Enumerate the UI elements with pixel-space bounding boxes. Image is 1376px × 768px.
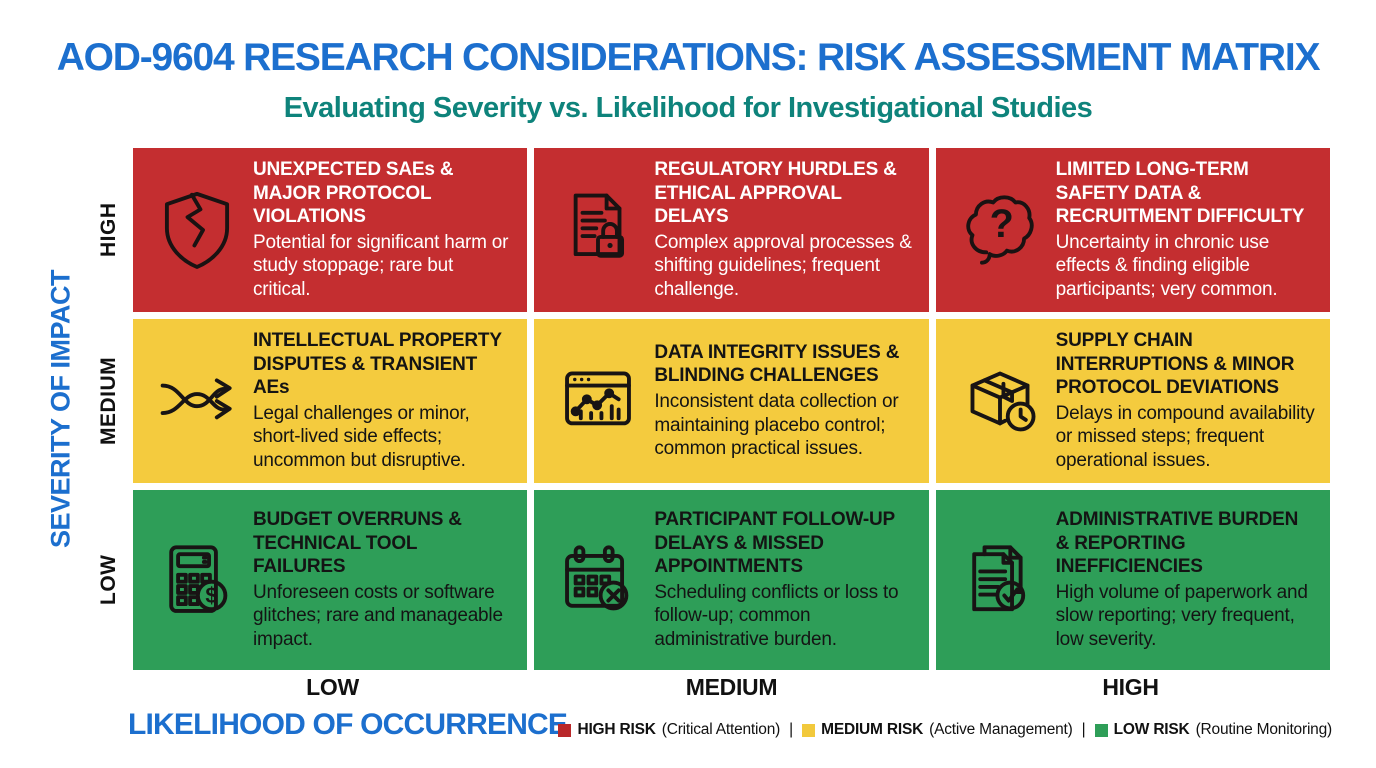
- x-tick-high: HIGH: [1102, 674, 1159, 700]
- x-axis-label: LIKELIHOOD OF OCCURRENCE: [128, 708, 568, 741]
- chart-window-icon: [542, 358, 654, 444]
- legend-item-medium: MEDIUM RISK (Active Management): [802, 721, 1073, 739]
- cell-description: Complex approval processes & shifting gu…: [654, 231, 912, 301]
- y-tick-high: HIGH: [97, 202, 120, 258]
- x-tick-medium: MEDIUM: [685, 674, 778, 700]
- cell-title: LIMITED LONG-TERM SAFETY DATA & RECRUITM…: [1055, 159, 1305, 227]
- cell-description: Potential for significant harm or study …: [253, 231, 509, 301]
- legend-detail: (Routine Monitoring): [1195, 721, 1333, 738]
- shuffle-arrows-icon: [141, 358, 253, 444]
- high-risk-swatch-icon: [558, 723, 572, 737]
- cell-description: High volume of paperwork and slow report…: [1055, 581, 1308, 651]
- legend-separator: |: [789, 721, 794, 738]
- calendar-x-icon: [542, 537, 654, 623]
- cell-description: Legal challenges or minor, short-lived s…: [253, 402, 470, 472]
- legend-detail: (Active Management): [929, 721, 1073, 738]
- legend-item-high: HIGH RISK (Critical Attention): [558, 721, 780, 739]
- matrix-cell-high-medium: REGULATORY HURDLES & ETHICAL APPROVAL DE…: [534, 148, 929, 312]
- cell-description: Unforeseen costs or software glitches; r…: [253, 581, 503, 651]
- cell-title: REGULATORY HURDLES & ETHICAL APPROVAL DE…: [654, 159, 897, 227]
- legend-separator: |: [1081, 721, 1086, 738]
- cell-title: UNEXPECTED SAEs & MAJOR PROTOCOL VIOLATI…: [253, 159, 454, 227]
- brain-question-icon: ?: [944, 187, 1056, 273]
- medium-risk-swatch-icon: [802, 723, 816, 737]
- matrix-cell-medium-low: INTELLECTUAL PROPERTY DISPUTES & TRANSIE…: [133, 319, 528, 483]
- cell-title: DATA INTEGRITY ISSUES & BLINDING CHALLEN…: [654, 342, 900, 387]
- cell-title: INTELLECTUAL PROPERTY DISPUTES & TRANSIE…: [253, 330, 502, 398]
- legend-label: MEDIUM RISK: [821, 721, 924, 738]
- legend-detail: (Critical Attention): [661, 721, 781, 738]
- matrix-cell-high-low: UNEXPECTED SAEs & MAJOR PROTOCOL VIOLATI…: [133, 148, 528, 312]
- broken-shield-icon: [141, 187, 253, 273]
- cell-title: SUPPLY CHAIN INTERRUPTIONS & MINOR PROTO…: [1055, 330, 1295, 398]
- page-subtitle: Evaluating Severity vs. Likelihood for I…: [283, 92, 1093, 124]
- matrix-cell-high-high: ? LIMITED LONG-TERM SAFETY DATA & RECRUI…: [935, 148, 1330, 312]
- matrix-cell-low-medium: PARTICIPANT FOLLOW-UP DELAYS & MISSED AP…: [534, 490, 929, 670]
- cell-title: BUDGET OVERRUNS & TECHNICAL TOOL FAILURE…: [253, 509, 462, 577]
- x-tick-low: LOW: [306, 674, 359, 700]
- calculator-dollar-icon: $: [141, 537, 253, 623]
- cell-title: ADMINISTRATIVE BURDEN & REPORTING INEFFI…: [1055, 509, 1299, 577]
- risk-matrix-grid: UNEXPECTED SAEs & MAJOR PROTOCOL VIOLATI…: [133, 148, 1330, 670]
- x-axis-ticks: LOW MEDIUM HIGH: [133, 674, 1330, 701]
- docs-check-icon: [944, 537, 1056, 623]
- matrix-cell-low-low: $ BUDGET OVERRUNS & TECHNICAL TOOL FAILU…: [133, 490, 528, 670]
- cell-title: PARTICIPANT FOLLOW-UP DELAYS & MISSED AP…: [654, 509, 895, 577]
- svg-text:$: $: [205, 583, 218, 608]
- cell-description: Delays in compound availability or misse…: [1055, 402, 1315, 472]
- y-tick-medium: MEDIUM: [97, 356, 120, 446]
- y-axis-ticks: HIGH MEDIUM LOW: [92, 148, 126, 670]
- package-clock-icon: [944, 358, 1056, 444]
- risk-legend: HIGH RISK (Critical Attention) | MEDIUM …: [558, 721, 1332, 739]
- legend-item-low: LOW RISK (Routine Monitoring): [1094, 721, 1333, 739]
- svg-text:?: ?: [989, 202, 1013, 246]
- matrix-cell-medium-medium: DATA INTEGRITY ISSUES & BLINDING CHALLEN…: [534, 319, 929, 483]
- y-axis-label: SEVERITY OF IMPACT: [45, 269, 76, 549]
- cell-description: Scheduling conflicts or loss to follow-u…: [654, 581, 899, 651]
- document-lock-icon: [542, 187, 654, 273]
- cell-description: Uncertainty in chronic use effects & fin…: [1055, 231, 1278, 301]
- legend-label: LOW RISK: [1113, 721, 1190, 738]
- page-title: AOD-9604 RESEARCH CONSIDERATIONS: RISK A…: [56, 36, 1321, 79]
- matrix-cell-low-high: ADMINISTRATIVE BURDEN & REPORTING INEFFI…: [935, 490, 1330, 670]
- y-tick-low: LOW: [97, 554, 120, 606]
- cell-description: Inconsistent data collection or maintain…: [654, 391, 899, 460]
- matrix-cell-medium-high: SUPPLY CHAIN INTERRUPTIONS & MINOR PROTO…: [935, 319, 1330, 483]
- legend-label: HIGH RISK: [577, 721, 656, 738]
- low-risk-swatch-icon: [1094, 723, 1108, 737]
